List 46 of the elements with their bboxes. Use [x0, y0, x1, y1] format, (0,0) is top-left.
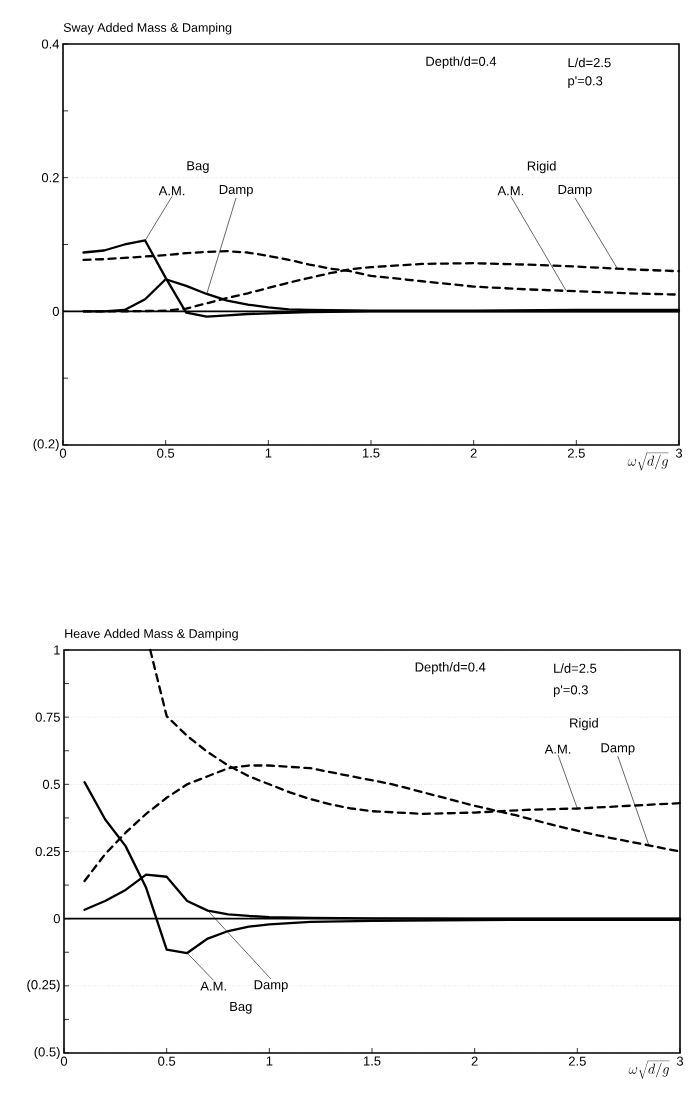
annotation: Depth/d=0.4: [415, 662, 486, 675]
annotation: A.M.: [158, 186, 185, 196]
chart-title: Heave Added Mass & Damping: [65, 628, 238, 641]
y-tick-label: 0.75: [35, 712, 60, 722]
x-tick-label: 1.5: [363, 1056, 381, 1066]
annotation: A.M.: [544, 744, 571, 754]
annotation: Damp: [558, 184, 592, 197]
y-tick-label: (0.5): [34, 1046, 60, 1060]
annotation: Damp: [254, 980, 288, 992]
annotation: p'=0.3: [553, 685, 588, 697]
y-tick-label: 0.5: [42, 779, 60, 789]
annotation: Depth/d=0.4: [426, 56, 497, 69]
y-tick-label: (0.25): [27, 979, 60, 992]
annotation: Rigid: [527, 161, 556, 174]
annotation: Damp: [601, 743, 635, 755]
x-axis-title: $\omega\sqrt{d/g}$: [628, 1060, 670, 1079]
x-tick-label: 2: [470, 448, 477, 458]
y-tick-label: 0.25: [35, 846, 60, 857]
x-tick-label: 1: [266, 1056, 273, 1066]
annotation: L/d=2.5: [554, 663, 597, 673]
annotation: A.M.: [200, 981, 226, 991]
x-tick-label: 1: [265, 448, 272, 458]
x-tick-label: 1.5: [362, 448, 380, 458]
x-tick-label: 2: [471, 1056, 478, 1066]
x-tick-label: 3: [676, 1056, 684, 1066]
y-tick-label: 1: [54, 645, 60, 655]
annotation: Bag: [187, 161, 209, 173]
x-tick-label: 0.5: [158, 1056, 176, 1066]
y-tick-label: 0: [53, 914, 60, 924]
y-tick-label: (0.2): [33, 438, 59, 452]
x-tick-label: 0.5: [157, 448, 175, 458]
x-axis-title: $\omega\sqrt{d/g}$: [627, 452, 669, 471]
y-tick-label: 0.2: [41, 173, 59, 183]
annotation: Rigid: [570, 718, 598, 731]
annotation: A.M.: [497, 186, 524, 196]
x-tick-label: 3: [675, 448, 683, 458]
annotation: Bag: [230, 1002, 252, 1014]
annotation: p'=0.3: [568, 76, 603, 88]
annotation: L/d=2.5: [568, 57, 611, 68]
x-tick-label: 2.5: [567, 448, 585, 458]
y-tick-label: 0.4: [41, 39, 60, 49]
annotation: Damp: [219, 184, 253, 197]
x-tick-label: 0: [60, 1056, 68, 1066]
y-tick-label: 0: [52, 306, 59, 316]
x-tick-label: 2.5: [568, 1056, 586, 1066]
chart-title: Sway Added Mass & Damping: [63, 22, 232, 35]
